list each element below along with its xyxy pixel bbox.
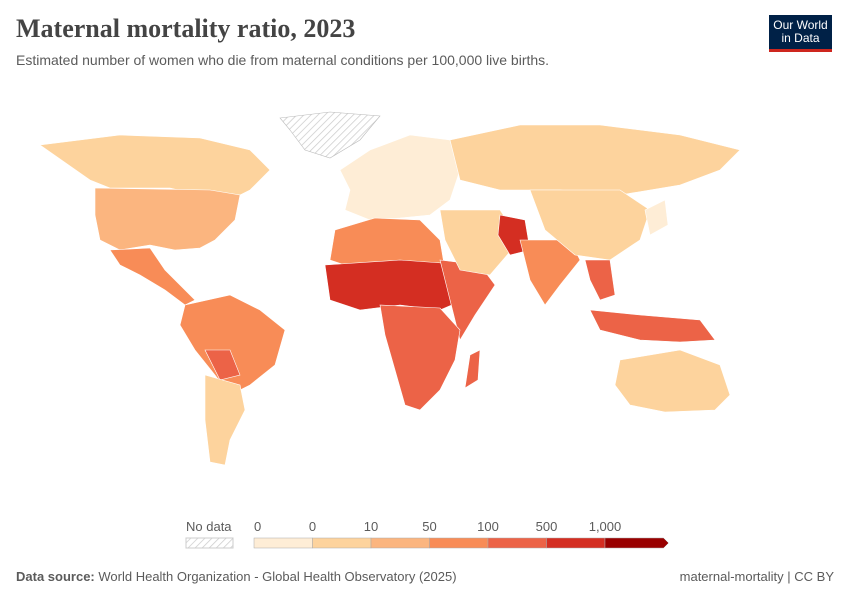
legend-bin-swatch <box>604 537 669 549</box>
legend-bin-swatch <box>487 537 547 549</box>
legend-bin-label: 0 <box>254 519 261 534</box>
south-america-south[interactable] <box>204 374 246 466</box>
footer-source: Data source: World Health Organization -… <box>16 569 457 584</box>
legend-bin-label: 10 <box>364 519 378 534</box>
legend-bin-swatch <box>429 537 489 549</box>
russia[interactable] <box>449 124 741 196</box>
mexico-central-america[interactable] <box>109 247 196 306</box>
footer-slug[interactable]: maternal-mortality | CC BY <box>679 569 834 584</box>
legend-bin-label: 0 <box>309 519 316 534</box>
legend-bin-label: 500 <box>536 519 558 534</box>
legend-bin-swatch <box>370 537 430 549</box>
usa[interactable] <box>94 187 241 251</box>
australia[interactable] <box>614 349 731 413</box>
central-southern-africa[interactable] <box>379 304 461 411</box>
legend-bin-label: 50 <box>422 519 436 534</box>
indonesia[interactable] <box>589 309 716 343</box>
owid-logo[interactable]: Our World in Data <box>769 15 832 52</box>
legend-bin-label: 100 <box>477 519 499 534</box>
legend-bin-label: 1,000 <box>589 519 622 534</box>
chart-title: Maternal mortality ratio, 2023 <box>16 14 356 43</box>
southeast-asia[interactable] <box>584 259 616 301</box>
bolivia-paraguay[interactable] <box>204 349 241 381</box>
madagascar[interactable] <box>464 349 481 389</box>
legend-no-data-label: No data <box>186 519 232 534</box>
legend-bin-swatch <box>546 537 606 549</box>
europe[interactable] <box>339 134 461 221</box>
source-label: Data source: <box>16 569 95 584</box>
japan-korea[interactable] <box>644 199 669 236</box>
china[interactable] <box>529 189 651 261</box>
legend-bin-swatch <box>312 537 372 549</box>
legend-bin-swatch <box>253 537 313 549</box>
world-map <box>39 111 741 466</box>
south-america-north[interactable] <box>179 294 286 396</box>
greenland[interactable] <box>279 111 381 159</box>
legend-no-data-swatch <box>185 537 234 549</box>
source-text[interactable]: World Health Organization - Global Healt… <box>98 569 457 584</box>
chart-subtitle: Estimated number of women who die from m… <box>16 52 550 68</box>
